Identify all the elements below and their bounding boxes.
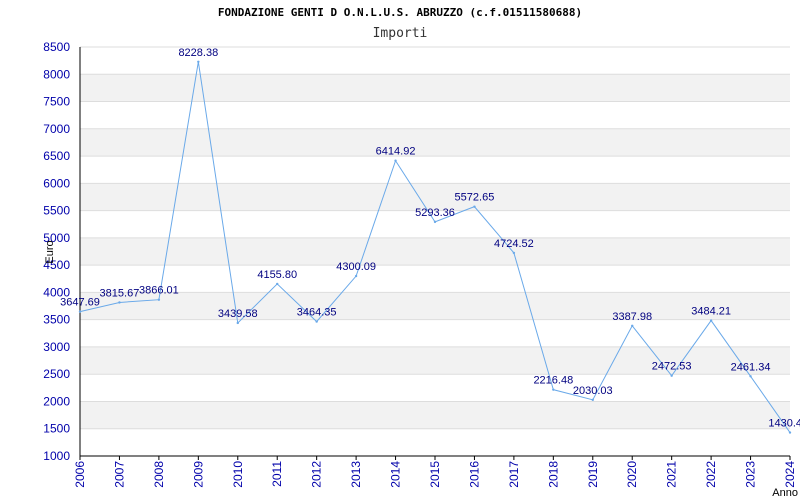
x-tick-label: 2019 (586, 461, 600, 488)
x-tick-label: 2006 (73, 461, 87, 488)
y-tick-label: 8500 (43, 40, 70, 54)
x-tick-label: 2008 (152, 461, 166, 488)
y-axis-ticks: 1000 1500 2000 2500 3000 3500 4000 4500 5000 5500… (43, 40, 70, 463)
data-label: 3484.21 (691, 306, 731, 318)
y-tick-label: 3500 (43, 313, 70, 327)
data-label: 2472.53 (652, 361, 692, 373)
x-tick-label: 2023 (744, 461, 758, 488)
grid-lines (80, 46, 790, 457)
data-point (552, 388, 555, 391)
grid-band (80, 401, 790, 429)
data-point (749, 375, 752, 378)
grid-band (80, 292, 790, 320)
grid-band (80, 128, 790, 157)
y-tick-label: 7000 (43, 122, 70, 136)
y-tick-label: 6500 (43, 149, 70, 163)
data-point (197, 60, 200, 64)
data-point (354, 274, 358, 278)
x-tick-label: 2017 (507, 461, 521, 488)
data-point (512, 251, 516, 255)
data-point (670, 374, 673, 377)
data-label: 4724.52 (494, 238, 534, 250)
data-point (631, 324, 634, 327)
x-tick-label: 2013 (349, 461, 363, 488)
data-label: 4155.80 (257, 269, 297, 281)
data-label: 3464.35 (297, 307, 337, 319)
data-label: 3647.69 (60, 297, 100, 309)
data-label: 3815.67 (100, 287, 140, 299)
x-tick-label: 2020 (625, 461, 639, 488)
data-point (157, 298, 161, 301)
y-tick-label: 5000 (43, 231, 70, 245)
data-point (236, 321, 239, 325)
y-tick-label: 2000 (43, 394, 70, 408)
data-label: 2030.03 (573, 385, 613, 397)
data-point (276, 282, 279, 286)
x-tick-label: 2012 (310, 461, 324, 488)
x-tick-label: 2022 (704, 461, 718, 488)
grid-band (80, 346, 790, 375)
data-label: 2461.34 (731, 361, 771, 373)
data-point (788, 431, 792, 434)
data-point (591, 398, 594, 402)
data-label: 2216.48 (533, 375, 573, 387)
y-tick-label: 8000 (43, 67, 70, 81)
grid-band (80, 74, 790, 102)
x-tick-label: 2018 (546, 461, 560, 488)
y-tick-label: 6000 (43, 176, 70, 190)
x-tick-label: 2015 (428, 461, 442, 488)
x-axis-label: Anno (772, 487, 798, 499)
data-label: 6414.92 (376, 146, 416, 158)
grid-bands (80, 74, 790, 429)
data-label: 5572.65 (455, 192, 495, 204)
y-tick-label: 7500 (43, 95, 70, 109)
y-tick-label: 2500 (43, 367, 70, 381)
data-point (118, 301, 121, 304)
data-point (315, 320, 318, 323)
y-tick-label: 4500 (43, 258, 70, 272)
data-label: 3387.98 (612, 311, 652, 323)
chart-title: FONDAZIONE GENTI D O.N.L.U.S. ABRUZZO (c… (218, 6, 582, 19)
data-label: 8228.38 (178, 47, 218, 59)
x-tick-label: 2014 (389, 461, 403, 488)
data-label: 4300.09 (336, 261, 376, 273)
grid-band (80, 183, 790, 211)
y-tick-label: 4000 (43, 285, 70, 299)
x-tick-label: 2021 (665, 461, 679, 488)
x-tick-label: 2009 (191, 461, 205, 488)
x-axis-ticks: 2006 2007 2008 2009 2010 2011 2012 2013 2014 2015… (73, 456, 797, 488)
data-label: 5293.36 (415, 207, 455, 219)
x-tick-label: 2011 (270, 461, 284, 487)
data-point (709, 319, 713, 322)
data-point (78, 310, 82, 313)
y-tick-label: 1500 (43, 422, 70, 436)
series-group (78, 60, 792, 434)
y-tick-label: 1000 (43, 449, 70, 463)
data-label: 3866.01 (139, 285, 179, 297)
data-point (433, 220, 437, 224)
x-tick-label: 2007 (112, 461, 126, 488)
data-label: 3439.58 (218, 308, 258, 320)
data-label: 1430.4 (768, 418, 800, 430)
data-point (394, 159, 397, 162)
chart-subtitle: Importi (373, 26, 428, 41)
x-tick-label: 2010 (231, 461, 245, 488)
x-tick-label: 2024 (783, 461, 797, 488)
data-point (473, 205, 476, 208)
grid-band (80, 237, 790, 266)
y-tick-label: 3000 (43, 340, 70, 354)
y-axis-label: Euro (44, 240, 56, 263)
y-tick-label: 5500 (43, 204, 70, 218)
x-tick-label: 2016 (467, 461, 481, 488)
